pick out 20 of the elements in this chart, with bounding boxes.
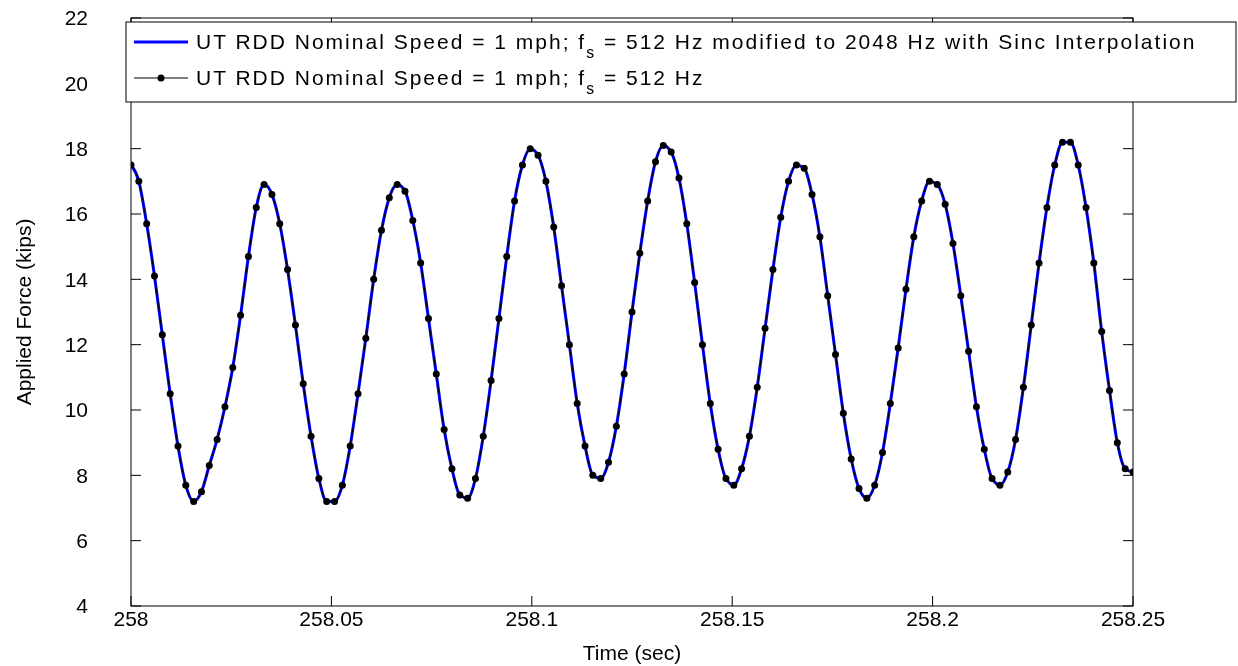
y-tick-label: 12 [64,333,88,357]
legend-label: UT RDD Nominal Speed = 1 mph; f$_{s}$ = 512 Hz modified to 2048 Hz with Sinc Interpolation [196,30,1197,61]
y-tick-label: 8 [76,463,88,487]
y-tick-label: 10 [64,398,88,422]
x-tick-label: 258 [113,607,149,630]
x-tick-label: 258.2 [906,607,959,630]
legend-label: UT RDD Nominal Speed = 1 mph; f$_{s}$ = 512 Hz [196,66,705,97]
y-axis-title: Applied Force (kips) [12,218,35,406]
x-tick-label: 258.1 [505,607,559,630]
x-tick-label: 258.15 [700,607,765,630]
y-tick-label: 16 [64,202,88,226]
y-tick-label: 22 [64,6,88,30]
x-tick-label: 258.05 [299,607,364,630]
x-axis-title: Time (sec) [582,641,682,664]
y-tick-label: 18 [64,137,88,161]
y-tick-label: 4 [76,594,89,618]
x-tick-label: 258.25 [1100,607,1166,630]
y-tick-label: 6 [76,529,88,553]
y-tick-label: 14 [64,267,89,291]
y-tick-label: 20 [64,71,88,95]
